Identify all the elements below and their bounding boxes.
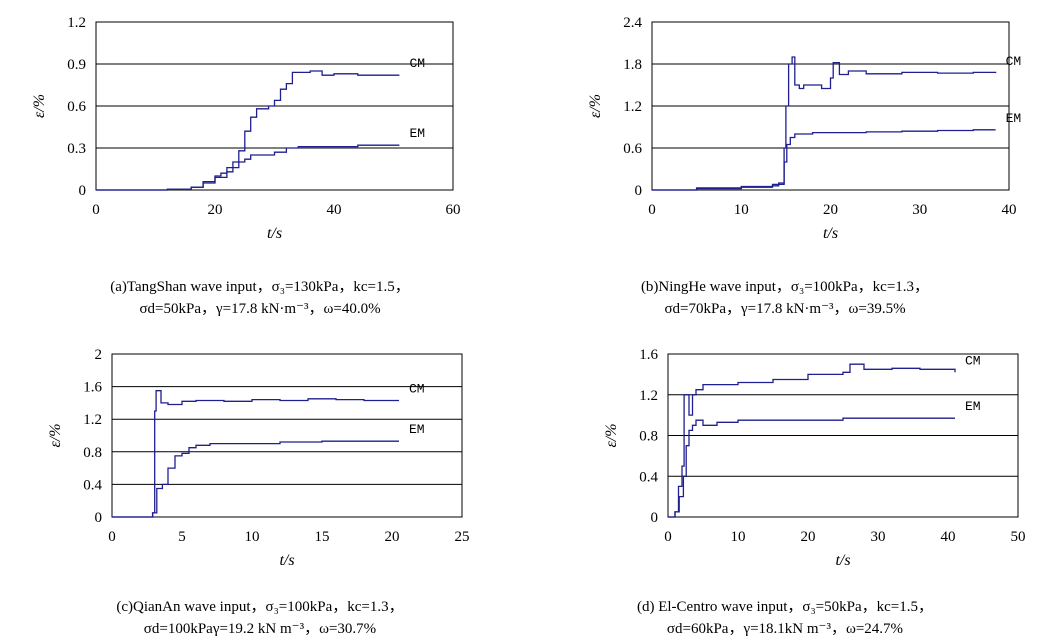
chart-b-series-em-line (652, 129, 996, 191)
chart-a-ytick-label: 1.2 (67, 15, 86, 31)
chart-d-xtick-label: 40 (941, 529, 956, 545)
chart-d-series-em-line (668, 417, 955, 518)
chart-d-ytick-label: 1.2 (639, 388, 658, 404)
chart-a-xlabel: t/s (267, 225, 282, 242)
chart-c-xtick-label: 0 (108, 529, 116, 545)
chart-b-caption: (b)NingHe wave input，σ₃=100kPa，kc=1.3， σ… (525, 276, 1045, 320)
chart-d-caption-line-2: σd=60kPa，γ=18.1kN m⁻³，ω=24.7% (666, 621, 904, 637)
chart-c-ytick-label: 1.6 (83, 380, 102, 396)
chart-d-plot: 0 0.4 0.8 1.2 1.6 0 10 20 30 40 50 t/s ε/% CM EM (603, 347, 1026, 569)
chart-b-xtick-label: 10 (734, 202, 749, 218)
chart-a-ytick-label: 0.3 (67, 141, 86, 157)
chart-a-ylabel: ε/% (31, 94, 48, 118)
chart-c-ytick-label: 0.8 (83, 445, 102, 461)
chart-c-xtick-label: 15 (315, 529, 330, 545)
chart-b-ytick-label: 1.2 (623, 99, 642, 115)
chart-c-caption-line-2: σd=100kPaγ=19.2 kN m⁻³，ω=30.7% (143, 621, 377, 637)
chart-d-caption: (d) El-Centro wave input，σ₃=50kPa，kc=1.5… (525, 596, 1045, 640)
chart-b-ylabel: ε/% (587, 94, 604, 118)
chart-d-xtick-label: 30 (871, 529, 886, 545)
chart-d-xtick-label: 10 (731, 529, 746, 545)
chart-a-ytick-label: 0.9 (67, 57, 86, 73)
chart-b-caption-line-2: σd=70kPa，γ=17.8 kN·m⁻³，ω=39.5% (664, 301, 906, 317)
chart-panel-b: 0 0.6 1.2 1.8 2.4 0 10 20 30 40 t/s ε/% CM EM (b)Ning… (525, 0, 1045, 330)
chart-c-plot-frame (111, 353, 463, 518)
chart-b-ytick-label: 2.4 (623, 15, 642, 31)
chart-d-xtick-label: 0 (664, 529, 672, 545)
chart-c-xtick-label: 10 (245, 529, 260, 545)
chart-d-caption-line-1: (d) El-Centro wave input，σ₃=50kPa，kc=1.5… (636, 599, 934, 615)
chart-d-ytick-label: 1.6 (639, 347, 658, 363)
chart-c-ytick-label: 0.4 (83, 477, 102, 493)
chart-c-xlabel: t/s (279, 552, 294, 569)
chart-a-plot: 0 0.3 0.6 0.9 1.2 0 20 40 60 t/s ε/% CM EM (31, 15, 461, 242)
chart-d-series-cm-label: CM (965, 353, 981, 368)
chart-d-series-em-label: EM (965, 399, 981, 414)
chart-a-caption-line-1: (a)TangShan wave input，σ₃=130kPa，kc=1.5， (110, 279, 410, 295)
chart-a-caption: (a)TangShan wave input，σ₃=130kPa，kc=1.5，… (0, 276, 520, 320)
chart-d-ylabel: ε/% (603, 423, 620, 447)
chart-c-caption-line-1: (c)QianAn wave input，σ₃=100kPa，kc=1.3， (116, 599, 404, 615)
chart-c-series-em-label: EM (409, 422, 425, 437)
chart-c-ytick-label: 1.2 (83, 412, 102, 428)
chart-b-xlabel: t/s (823, 225, 838, 242)
chart-b-xtick-label: 40 (1002, 202, 1017, 218)
chart-c-xtick-label: 20 (385, 529, 400, 545)
chart-b-xtick-label: 0 (648, 202, 656, 218)
chart-a-ytick-label: 0.6 (67, 99, 86, 115)
chart-c-series-cm-label: CM (409, 381, 425, 396)
chart-b-xtick-label: 30 (912, 202, 927, 218)
chart-c-ytick-label: 2 (95, 347, 103, 363)
chart-b-series-cm-line (652, 56, 997, 191)
chart-d-ytick-label: 0 (651, 510, 659, 526)
chart-c-ytick-label: 0 (95, 510, 103, 526)
chart-c-series-cm-line (112, 390, 399, 518)
chart-a-series-cm-label: CM (409, 56, 425, 71)
chart-a-caption-line-2: σd=50kPa，γ=17.8 kN·m⁻³，ω=40.0% (139, 301, 381, 317)
chart-d-ytick-label: 0.8 (639, 429, 658, 445)
chart-d-xtick-label: 50 (1011, 529, 1026, 545)
chart-b-ytick-label: 0 (635, 183, 643, 199)
chart-a-xtick-label: 0 (92, 202, 100, 218)
chart-b-xtick-label: 20 (823, 202, 838, 218)
chart-b-series-cm-label: CM (1006, 54, 1022, 69)
chart-d-series-cm-line (668, 363, 956, 518)
chart-b-caption-line-1: (b)NingHe wave input，σ₃=100kPa，kc=1.3， (640, 279, 930, 295)
chart-a-xtick-label: 60 (446, 202, 461, 218)
chart-b-plot: 0 0.6 1.2 1.8 2.4 0 10 20 30 40 t/s ε/% CM EM (587, 15, 1022, 242)
chart-a-series-cm-line (96, 70, 400, 191)
chart-d-xlabel: t/s (835, 552, 850, 569)
chart-b-series-em-label: EM (1006, 111, 1022, 126)
chart-c-ylabel: ε/% (47, 423, 64, 447)
chart-b-ytick-label: 1.8 (623, 57, 642, 73)
chart-d-ytick-label: 0.4 (639, 469, 658, 485)
chart-c-series-em-line (112, 440, 399, 518)
chart-c-xtick-label: 25 (455, 529, 470, 545)
chart-a-series-em-line (96, 144, 400, 191)
chart-b-ytick-label: 0.6 (623, 141, 642, 157)
chart-c-xtick-label: 5 (178, 529, 186, 545)
chart-a-ytick-label: 0 (79, 183, 87, 199)
chart-c-caption: (c)QianAn wave input，σ₃=100kPa，kc=1.3， σ… (0, 596, 520, 640)
chart-panel-c: 0 0.4 0.8 1.2 1.6 2 0 5 10 15 20 25 t/s ε/% CM EM (c)Qi… (0, 330, 520, 643)
chart-a-xtick-label: 20 (208, 202, 223, 218)
chart-a-xtick-label: 40 (327, 202, 342, 218)
chart-panel-d: 0 0.4 0.8 1.2 1.6 0 10 20 30 40 50 t/s ε/% CM EM (d) E… (525, 330, 1045, 643)
chart-d-xtick-label: 20 (801, 529, 816, 545)
chart-panel-a: 0 0.3 0.6 0.9 1.2 0 20 40 60 t/s ε/% CM EM (a)TangSh… (0, 0, 520, 330)
chart-a-series-em-label: EM (409, 126, 425, 141)
